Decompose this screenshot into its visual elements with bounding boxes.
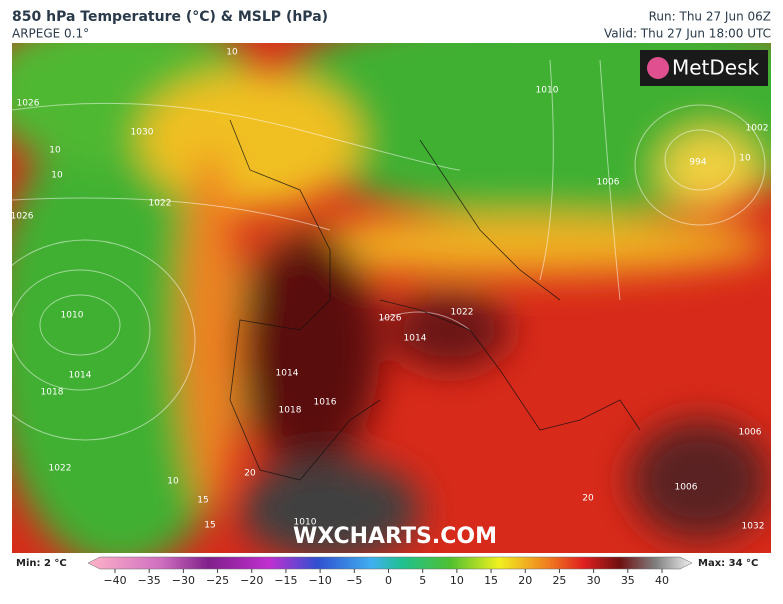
map-label: 1014 [276,369,299,379]
legend-min: Min: 2 °C [16,558,67,569]
map-label: 1026 [11,212,34,222]
map-label: 1002 [746,124,769,134]
map-label: 1022 [451,308,474,318]
logo-icon [647,57,669,79]
map-label: 10 [739,154,751,164]
map-label: 10 [49,146,61,156]
map-label: 1018 [41,388,64,398]
colorbar [87,556,693,570]
map-label: 10 [51,171,63,181]
map-label: 1032 [742,522,765,532]
map-label: 1022 [49,464,72,474]
map-label: 1026 [17,99,40,109]
colorbar-tick-label: 0 [385,574,392,587]
map-label: 15 [197,496,208,506]
map-label: 10 [226,48,238,58]
map-label: 1010 [61,311,84,321]
logo: MetDesk [672,56,760,80]
map-label: 20 [244,469,256,479]
colorbar-tick-label: 25 [552,574,566,587]
colorbar-tick-label: −40 [103,574,126,587]
map-label: 1010 [536,86,559,96]
map-label: 1030 [131,128,154,138]
legend-max: Max: 34 °C [698,558,758,569]
colorbar-tick-label: 30 [587,574,601,587]
colorbar-tick-label: 40 [655,574,669,587]
colorbar-tick-label: 15 [484,574,498,587]
map-label: 1016 [314,398,337,408]
map-label: 1026 [379,314,402,324]
map-label: 1006 [597,178,620,188]
map-label: 1014 [404,334,427,344]
colorbar-tick-label: 20 [518,574,532,587]
colorbar-tick-label: −35 [138,574,161,587]
colorbar-tick-label: −25 [206,574,229,587]
colorbar-tick-label: −20 [240,574,263,587]
map-label: 1010 [294,518,317,528]
colorbar-tick-label: 10 [450,574,464,587]
map-label: 15 [204,521,215,531]
map-label: 1006 [739,428,762,438]
colorbar-tick-label: −5 [346,574,362,587]
map-label: 10 [167,477,179,487]
colorbar-tick-label: −10 [309,574,332,587]
colorbar-tick-label: 5 [419,574,426,587]
map-label: 20 [582,494,594,504]
colorbar-ticks: −40 −35 −30 −25 −20 −15 −10 −5 0 5 10 15 20 25 30 35 40 [103,569,669,587]
map [12,43,771,553]
map-label: 1022 [149,199,172,209]
watermark: WXCHARTS.COM [293,524,497,549]
title: 850 hPa Temperature (°C) & MSLP (hPa) [12,9,328,25]
run: Run: Thu 27 Jun 06Z [649,10,771,24]
map-label: 994 [689,158,706,168]
map-label: 1006 [675,483,698,493]
model: ARPEGE 0.1° [12,27,89,41]
colorbar-tick-label: −15 [274,574,297,587]
colorbar-tick-label: 35 [621,574,635,587]
colorbar-tick-label: −30 [172,574,195,587]
map-label: 1014 [69,371,92,381]
valid-time: Valid: Thu 27 Jun 18:00 UTC [604,27,771,41]
map-label: 1018 [279,406,302,416]
map-labels: 1010101030102610261022101010141018102210… [11,48,769,532]
